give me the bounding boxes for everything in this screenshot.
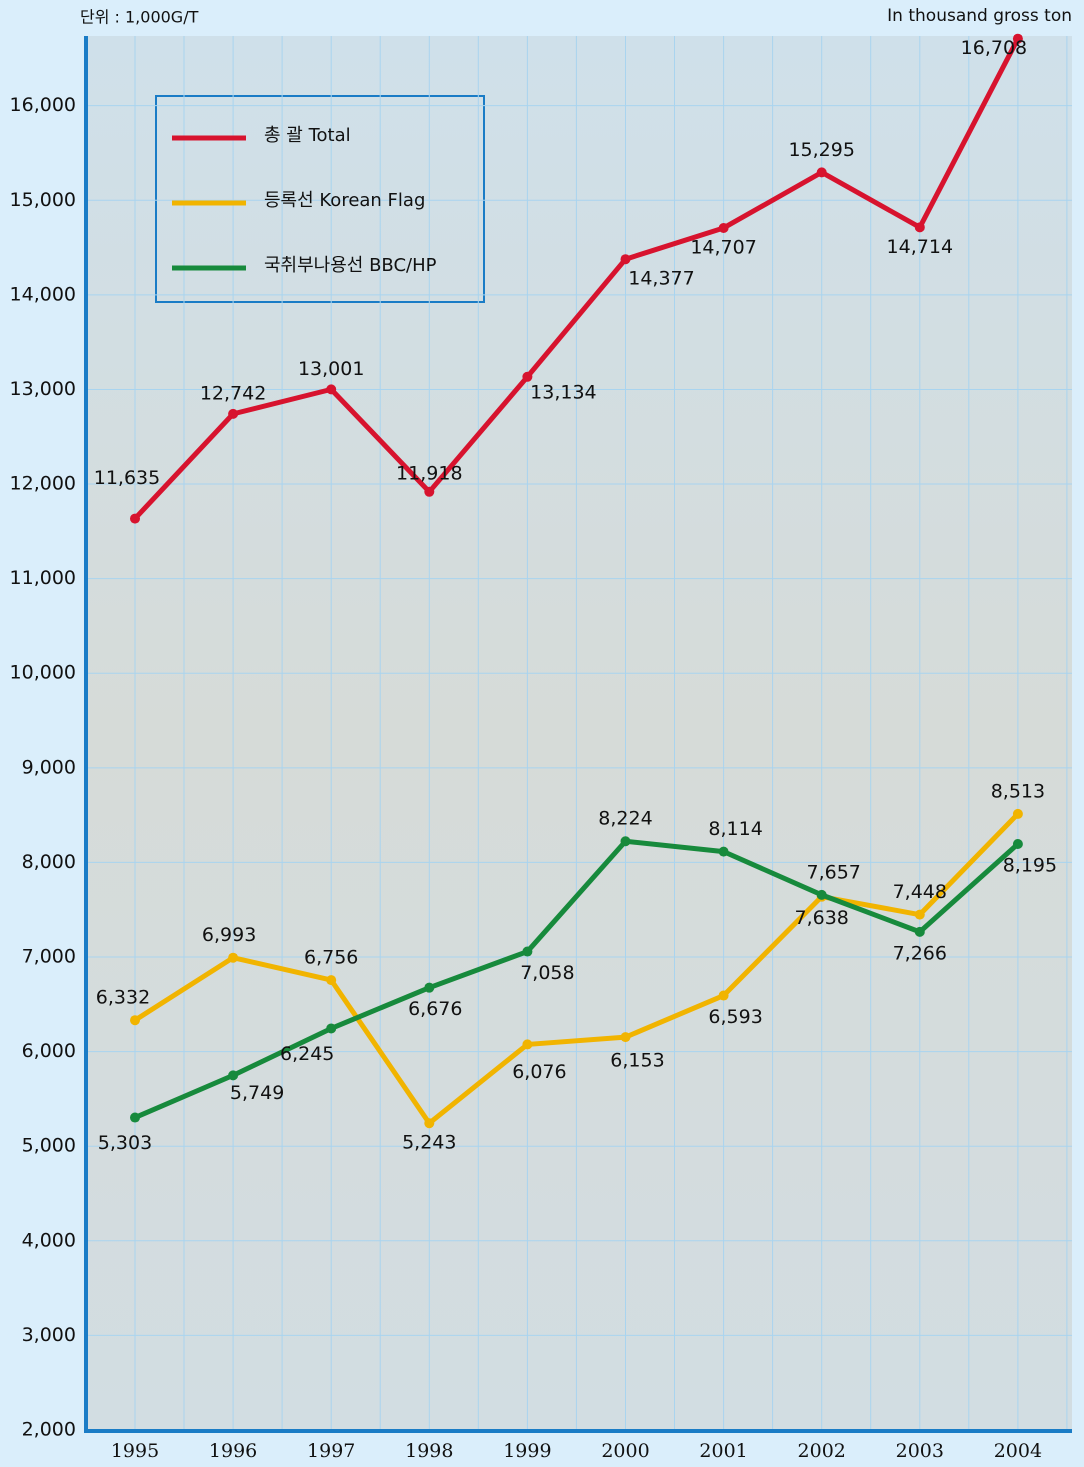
data-point bbox=[424, 1118, 435, 1129]
data-label: 6,993 bbox=[202, 924, 256, 946]
y-tick-label: 4,000 bbox=[22, 1229, 76, 1251]
data-label: 11,918 bbox=[396, 462, 462, 484]
data-point bbox=[620, 1032, 631, 1043]
data-point bbox=[914, 926, 925, 937]
data-label: 8,114 bbox=[708, 818, 762, 840]
y-tick-label: 10,000 bbox=[10, 662, 76, 684]
data-point bbox=[522, 371, 533, 382]
y-tick-label: 6,000 bbox=[22, 1040, 76, 1062]
y-tick-label: 14,000 bbox=[10, 283, 76, 305]
data-point bbox=[620, 836, 631, 847]
data-point bbox=[326, 975, 337, 986]
data-label: 7,058 bbox=[520, 962, 574, 984]
y-tick-label: 8,000 bbox=[22, 851, 76, 873]
data-point bbox=[718, 222, 729, 233]
data-label: 8,224 bbox=[598, 808, 652, 830]
y-tick-label: 2,000 bbox=[22, 1419, 76, 1441]
y-tick-label: 11,000 bbox=[10, 567, 76, 589]
data-point bbox=[718, 990, 729, 1001]
x-tick-label: 2002 bbox=[798, 1440, 846, 1462]
data-label: 5,303 bbox=[98, 1132, 152, 1154]
x-tick-label: 2001 bbox=[699, 1440, 747, 1462]
unit-label: 단위 : 1,000G/T bbox=[80, 8, 199, 27]
data-point bbox=[130, 1015, 140, 1026]
data-point bbox=[1012, 33, 1023, 44]
x-tick-label: 1997 bbox=[307, 1440, 355, 1462]
data-point bbox=[1012, 838, 1023, 849]
series-line bbox=[134, 838, 1020, 1120]
data-label: 6,153 bbox=[610, 1050, 664, 1072]
data-point bbox=[914, 909, 925, 920]
data-label: 8,195 bbox=[1003, 854, 1057, 876]
data-label: 5,749 bbox=[230, 1082, 284, 1104]
data-point bbox=[816, 167, 827, 178]
data-label: 6,756 bbox=[304, 947, 358, 969]
unit-label-en: In thousand gross ton bbox=[887, 6, 1072, 26]
data-point bbox=[228, 408, 239, 419]
legend-label: 등록선 Korean Flag bbox=[264, 190, 425, 211]
y-tick-label: 16,000 bbox=[10, 94, 76, 116]
data-label: 7,448 bbox=[893, 881, 947, 903]
data-point bbox=[130, 1112, 140, 1123]
data-label: 14,714 bbox=[887, 236, 953, 258]
x-tick-label: 1998 bbox=[405, 1440, 453, 1462]
plot-area bbox=[88, 36, 1072, 1430]
x-tick-label: 1999 bbox=[503, 1440, 551, 1462]
data-point bbox=[130, 513, 140, 524]
data-label: 7,638 bbox=[794, 907, 848, 929]
y-tick-label: 12,000 bbox=[10, 473, 76, 495]
data-label: 6,593 bbox=[708, 1006, 762, 1028]
legend-label: 총 괄 Total bbox=[264, 125, 351, 146]
data-point bbox=[326, 1023, 337, 1034]
legend-box bbox=[155, 95, 485, 303]
data-label: 14,707 bbox=[690, 236, 756, 258]
data-point bbox=[522, 1039, 533, 1050]
data-label: 6,076 bbox=[512, 1061, 566, 1083]
data-label: 8,513 bbox=[991, 780, 1045, 802]
data-label: 5,243 bbox=[402, 1132, 456, 1154]
y-tick-label: 5,000 bbox=[22, 1135, 76, 1157]
data-label: 6,676 bbox=[408, 998, 462, 1020]
data-label: 12,742 bbox=[200, 382, 266, 404]
data-point bbox=[424, 982, 435, 993]
data-point bbox=[1012, 808, 1023, 819]
data-label: 7,657 bbox=[806, 861, 860, 883]
legend-label: 국취부나용선 BBC/HP bbox=[264, 255, 437, 276]
y-tick-label: 9,000 bbox=[22, 756, 76, 778]
x-tick-label: 2000 bbox=[601, 1440, 649, 1462]
data-point bbox=[620, 254, 631, 265]
x-tick-label: 1996 bbox=[209, 1440, 257, 1462]
data-point bbox=[424, 486, 435, 497]
data-label: 16,708 bbox=[961, 37, 1027, 59]
data-point bbox=[718, 846, 729, 857]
data-point bbox=[816, 889, 827, 900]
series-line bbox=[133, 37, 1021, 521]
data-label: 13,001 bbox=[298, 358, 364, 380]
data-point bbox=[228, 1070, 239, 1081]
series-line bbox=[133, 812, 1020, 1126]
x-tick-label: 2003 bbox=[896, 1440, 944, 1462]
data-point bbox=[326, 384, 337, 395]
data-label: 14,377 bbox=[628, 268, 694, 290]
y-tick-label: 13,000 bbox=[10, 378, 76, 400]
data-point bbox=[522, 946, 533, 957]
data-point bbox=[914, 222, 925, 233]
data-label: 6,332 bbox=[96, 987, 150, 1009]
data-label: 13,134 bbox=[530, 381, 596, 403]
y-tick-label: 3,000 bbox=[22, 1324, 76, 1346]
data-label: 6,245 bbox=[280, 1043, 334, 1065]
data-point bbox=[228, 952, 239, 963]
y-tick-label: 15,000 bbox=[10, 189, 76, 211]
y-tick-label: 7,000 bbox=[22, 946, 76, 968]
x-tick-label: 1995 bbox=[111, 1440, 159, 1462]
x-tick-label: 2004 bbox=[994, 1440, 1042, 1462]
data-label: 11,635 bbox=[94, 467, 160, 489]
data-label: 7,266 bbox=[893, 942, 947, 964]
data-label: 15,295 bbox=[788, 139, 854, 161]
